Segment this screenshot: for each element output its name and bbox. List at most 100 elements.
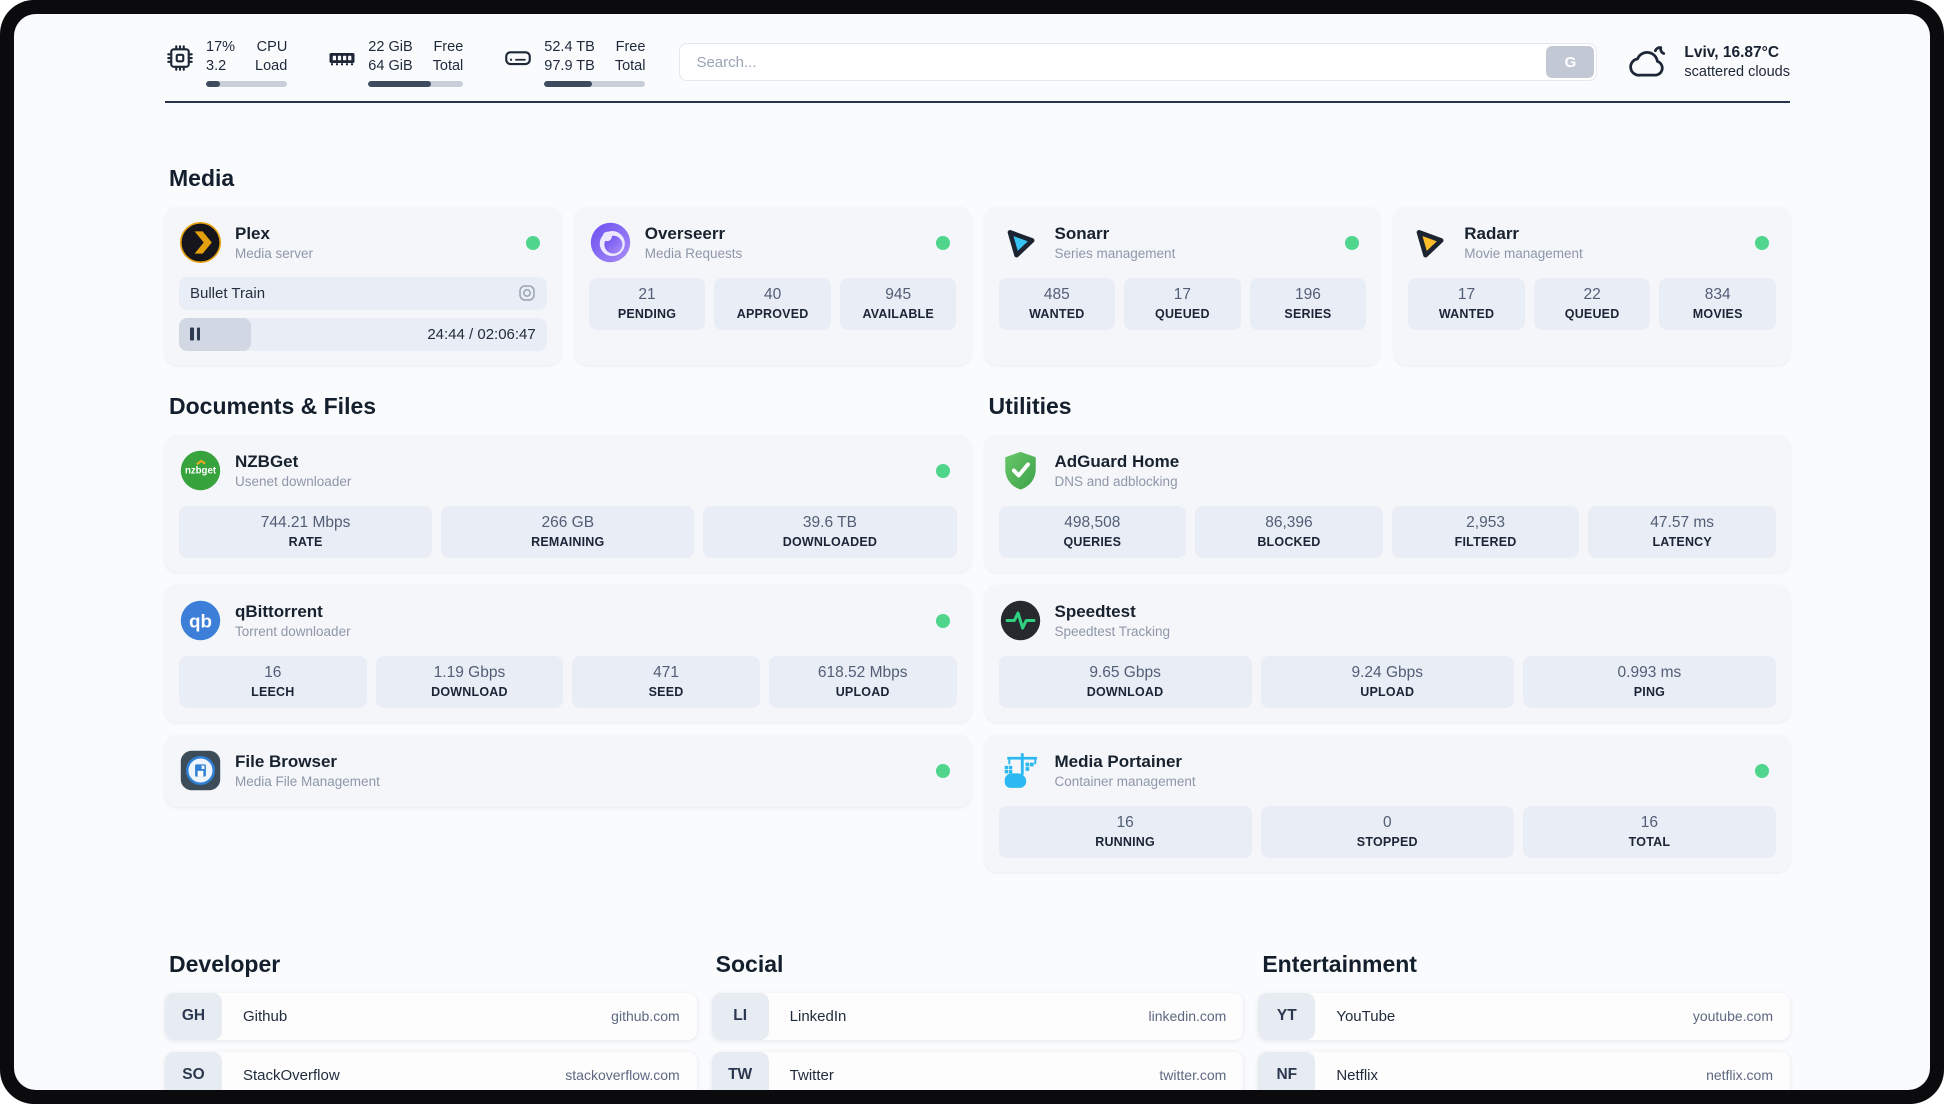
system-stats: 17% 3.2 CPU Load [165,38,646,87]
service-card-overseerr[interactable]: Overseerr Media Requests 21 PENDING 40 A… [574,206,971,365]
bookmark-twitter[interactable]: TW Twitter twitter.com [711,1051,1244,1090]
service-card-speedtest[interactable]: Speedtest Speedtest Tracking 9.65 Gbps D… [984,584,1790,722]
service-card-nzbget[interactable]: nzbget NZBGet Usenet downloader 744.21 M… [165,434,971,572]
plex-player-row[interactable]: 24:44 / 02:06:47 [179,317,547,351]
service-description: DNS and adblocking [1054,474,1178,490]
service-card-sonarr[interactable]: Sonarr Series management 485 WANTED 17 Q… [984,206,1381,365]
speedtest-icon [1000,600,1040,641]
bookmark-github[interactable]: GH Github github.com [165,992,697,1040]
ram-icon [329,53,355,66]
bookmark-url: youtube.com [1692,1008,1773,1025]
memory-widget: 22 GiB 64 GiB Free Total [327,38,464,87]
disk-progress-fill [544,80,592,87]
memory-free-value: 22 GiB [368,39,413,55]
search-input[interactable] [679,43,1598,82]
bookmark-abbr: GH [165,992,222,1040]
service-description: Speedtest Tracking [1054,624,1171,640]
stat-rate: 744.21 Mbps RATE [179,505,433,558]
disk-total-value: 97.9 TB [544,57,595,74]
stat-stopped: 0 STOPPED [1260,805,1514,858]
bookmark-linkedin[interactable]: LI LinkedIn linkedin.com [711,992,1244,1040]
header-divider [165,100,1790,103]
stat-download: 1.19 Gbps DOWNLOAD [375,655,564,708]
status-dot [1345,235,1360,250]
stat-blocked: 86,396 BLOCKED [1195,505,1383,558]
bookmark-name: YouTube [1336,1007,1396,1025]
stat-downloaded: 39.6 TB DOWNLOADED [703,505,957,558]
service-description: Torrent downloader [235,624,351,640]
disk-free-value: 52.4 TB [544,39,595,55]
stat-total: 16 TOTAL [1522,805,1777,858]
service-name: Media Portainer [1054,751,1183,771]
bookmark-youtube[interactable]: YT YouTube youtube.com [1258,992,1790,1040]
weather-widget[interactable]: Lviv, 16.87°C scattered clouds [1627,44,1790,80]
weather-condition: scattered clouds [1684,64,1790,81]
stat-queued: 17 QUEUED [1124,277,1241,330]
bookmark-name: StackOverflow [243,1066,340,1084]
search-bar: G [679,43,1598,82]
service-description: Media server [235,246,314,262]
memory-total-label: Total [432,57,464,74]
plex-icon [179,222,222,264]
service-name: AdGuard Home [1054,451,1180,471]
service-card-portainer[interactable]: Media Portainer Container management 16 … [984,734,1790,872]
service-card-plex[interactable]: Plex Media server Bullet Train 24:44 / 0… [165,206,561,365]
sonarr-icon [1007,230,1034,258]
section-title-developer: Developer [169,950,281,977]
overseerr-icon [590,222,630,263]
bookmark-abbr: YT [1258,992,1316,1040]
stat-movies: 834 MOVIES [1659,277,1776,330]
service-description: Movie management [1464,246,1583,262]
service-card-adguard[interactable]: AdGuard Home DNS and adblocking 498,508 … [984,434,1790,572]
stat-remaining: 266 GB REMAINING [441,505,695,558]
service-name: Sonarr [1054,223,1110,243]
service-description: Usenet downloader [235,474,352,490]
stat-series: 196 SERIES [1249,277,1367,330]
developer-column: Developer GH Github github.com SO StackO… [165,951,697,1090]
service-card-radarr[interactable]: Radarr Movie management 17 WANTED 22 QUE… [1394,206,1790,365]
stat-queries: 498,508 QUERIES [998,505,1187,558]
stat-ping: 0.993 ms PING [1522,655,1777,708]
stat-upload: 618.52 Mbps UPLOAD [768,655,957,708]
bookmark-netflix[interactable]: NF Netflix netflix.com [1258,1051,1790,1090]
cpu-widget: 17% 3.2 CPU Load [165,38,288,87]
stat-leech: 16 LEECH [179,655,367,708]
cpu-icon [167,45,193,71]
status-dot [1755,763,1769,778]
search-engine-button[interactable]: G [1546,46,1595,79]
stat-wanted: 485 WANTED [998,277,1116,330]
service-description: Media Requests [644,246,743,262]
memory-progress-fill [368,80,431,87]
section-title-utilities: Utilities [988,392,1072,419]
service-name: Radarr [1464,223,1520,243]
service-card-qbittorrent[interactable]: qb qBittorrent Torrent downloader 16 LEE… [165,584,971,722]
memory-progress-bar [368,80,464,87]
service-card-filebrowser[interactable]: File Browser Media File Management [165,734,971,807]
radarr-icon [1416,230,1444,258]
status-dot [935,613,950,628]
section-title-entertainment: Entertainment [1262,950,1417,977]
cpu-usage-value: 17% [206,39,236,55]
pause-icon[interactable] [190,327,200,341]
section-title-media: Media [169,164,235,191]
service-description: Media File Management [235,774,380,790]
memory-total-value: 64 GiB [368,57,413,74]
filebrowser-icon [180,750,221,791]
bookmark-stackoverflow[interactable]: SO StackOverflow stackoverflow.com [165,1051,697,1090]
service-name: Speedtest [1054,601,1136,621]
svg-text:nzbget: nzbget [185,466,217,477]
cpu-load-value: 3.2 [206,57,227,74]
documents-column: Documents & Files nzbget NZBGet Usenet d… [165,393,971,820]
stat-download: 9.65 Gbps DOWNLOAD [998,655,1252,708]
stat-latency: 47.57 ms LATENCY [1588,505,1776,558]
bookmark-name: LinkedIn [789,1007,847,1025]
plex-now-playing-row[interactable]: Bullet Train [179,276,547,310]
bookmark-abbr: NF [1258,1051,1316,1090]
cpu-label: CPU [256,39,288,55]
service-name: Overseerr [644,223,726,243]
dashboard-page: 17% 3.2 CPU Load [14,14,1930,1090]
stat-filtered: 2,953 FILTERED [1391,505,1580,558]
nzbget-icon: nzbget [180,450,221,491]
stat-approved: 40 APPROVED [714,277,831,330]
